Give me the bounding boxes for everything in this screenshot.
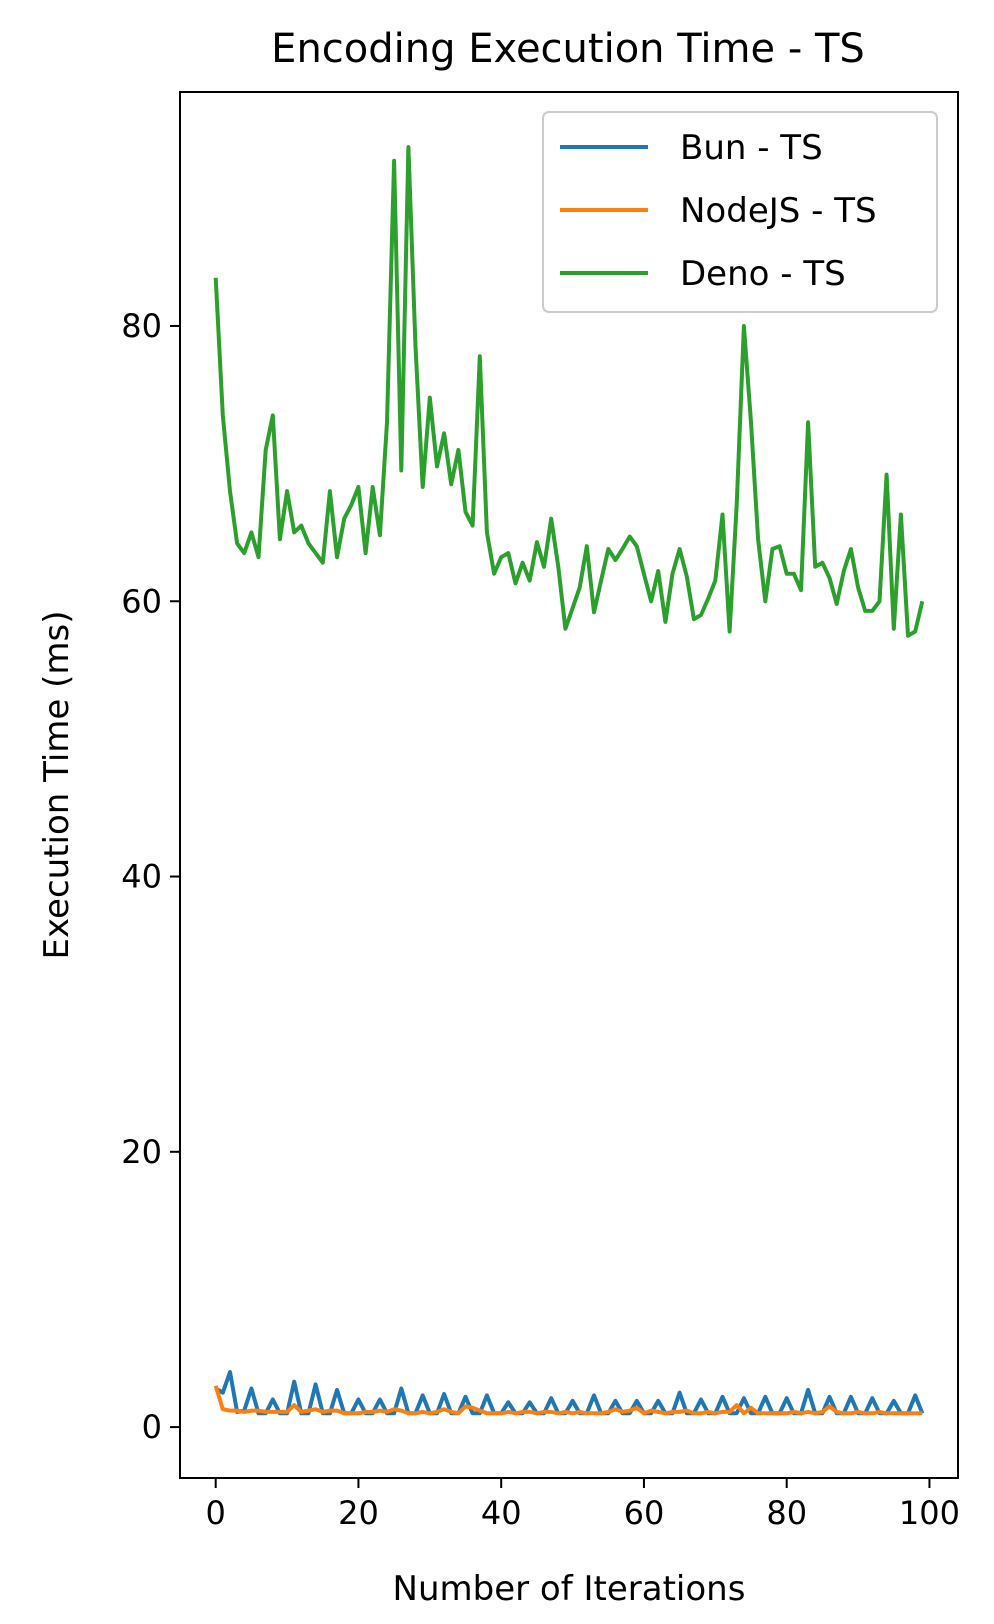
x-tick-label: 40 [481, 1494, 522, 1532]
x-axis-ticks: 0 20 40 60 80 100 [206, 1478, 960, 1532]
series-line-1 [214, 1370, 925, 1416]
series-line-3 [213, 145, 925, 638]
y-axis-label: Execution Time (ms) [37, 610, 77, 959]
legend-label-1: Bun - TS [680, 128, 823, 168]
y-tick-label: 20 [121, 1133, 162, 1171]
legend: Bun - TS NodeJS - TS Deno - TS [542, 111, 938, 313]
x-tick-label: 80 [766, 1494, 807, 1532]
y-tick-label: 0 [142, 1408, 162, 1446]
y-tick-label: 80 [121, 307, 162, 345]
series-line-2 [213, 1385, 923, 1416]
y-axis-ticks: 0 20 40 60 80 [121, 307, 180, 1446]
x-axis-label: Number of Iterations [393, 1569, 746, 1609]
plot-lines [213, 145, 925, 1416]
chart-title: Encoding Execution Time - TS [271, 26, 865, 72]
plot-frame [179, 91, 959, 1479]
y-tick-label: 40 [121, 858, 162, 896]
x-tick-label: 60 [624, 1494, 665, 1532]
x-tick-label: 0 [206, 1494, 226, 1532]
legend-label-2: NodeJS - TS [680, 191, 877, 231]
x-tick-label: 20 [338, 1494, 379, 1532]
y-tick-label: 60 [121, 582, 162, 620]
x-tick-label: 100 [899, 1494, 960, 1532]
legend-label-3: Deno - TS [680, 254, 846, 294]
legend-box [542, 111, 938, 313]
